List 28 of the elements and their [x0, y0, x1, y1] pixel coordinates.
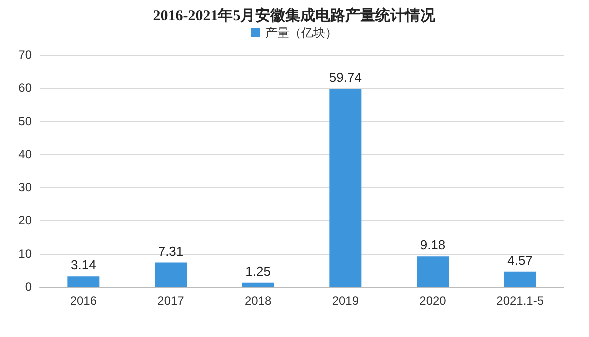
bar [155, 262, 187, 287]
data-label: 1.25 [246, 264, 271, 279]
y-tick-label: 50 [18, 114, 32, 128]
bar [242, 282, 274, 287]
data-label: 59.74 [329, 70, 362, 86]
data-label: 4.57 [508, 252, 533, 268]
x-tick-label: 2020 [420, 294, 447, 308]
bar [504, 272, 536, 287]
data-label: 9.18 [420, 238, 446, 253]
data-label: 7.31 [158, 244, 184, 259]
x-tick-label: 2021.1-5 [496, 294, 544, 308]
x-tick-label: 2017 [158, 294, 185, 308]
y-tick-label: 0 [25, 280, 32, 294]
bar [417, 256, 449, 287]
y-tick-label: 40 [18, 147, 32, 162]
x-tick-label: 2016 [70, 294, 98, 308]
x-tick-label: 2019 [332, 294, 360, 308]
bar [68, 276, 100, 287]
legend-label: 产量（亿块） [266, 26, 338, 40]
y-tick-label: 30 [18, 180, 32, 195]
y-tick-label: 10 [18, 246, 32, 261]
y-tick-label: 70 [18, 48, 32, 62]
y-tick-label: 60 [18, 81, 32, 96]
bar [330, 89, 362, 287]
y-tick-label: 20 [18, 214, 32, 228]
data-label: 3.14 [71, 258, 96, 273]
chart-title: 2016-2021年5月安徽集成电路产量统计情况 [153, 6, 437, 24]
x-tick-label: 2018 [244, 294, 272, 308]
